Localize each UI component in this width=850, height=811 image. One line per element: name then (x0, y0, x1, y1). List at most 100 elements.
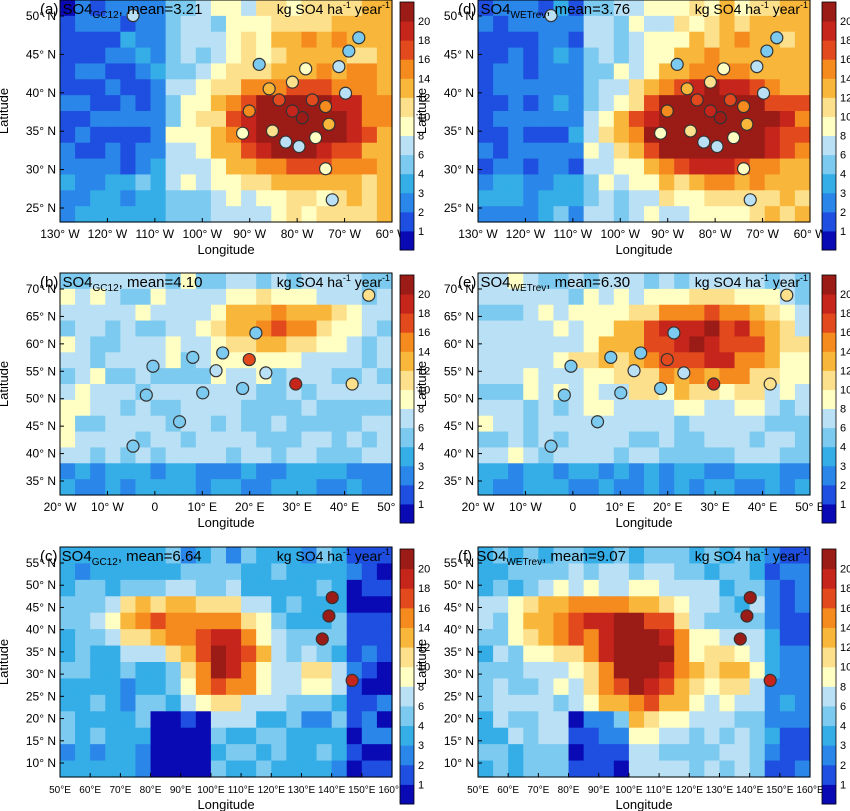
heatmap-cell (583, 31, 600, 49)
heatmap-cell (568, 158, 585, 176)
heatmap-cell (165, 629, 182, 647)
observation-site (332, 59, 346, 74)
y-tick-label: 20° N (26, 712, 56, 726)
heatmap-cell (180, 111, 197, 128)
heatmap-cell (376, 288, 393, 306)
heatmap-cell (764, 320, 781, 338)
heatmap-cell (75, 336, 91, 353)
heatmap-cell (135, 596, 152, 614)
heatmap-cell (704, 447, 721, 464)
heatmap-cell (210, 15, 227, 33)
heatmap-cell (704, 31, 721, 49)
heatmap-cell (75, 95, 91, 112)
heatmap-cell (493, 744, 509, 762)
heatmap-cell (165, 79, 182, 96)
colorbar-tick-label: 12 (418, 365, 430, 377)
colorbar-swatch (400, 154, 414, 175)
heatmap-cell (195, 744, 212, 762)
observation-site (309, 131, 323, 145)
heatmap-cell (508, 31, 524, 49)
heatmap-cell (135, 206, 152, 223)
observation-site (736, 99, 751, 114)
observation-site (743, 590, 757, 605)
heatmap-cell (553, 15, 570, 33)
heatmap-cell (301, 463, 318, 480)
observation-site (544, 8, 558, 23)
heatmap-cell (719, 336, 736, 353)
heatmap-cell (628, 190, 645, 207)
colorbar-swatch (822, 135, 836, 156)
heatmap-cell (90, 678, 106, 696)
heatmap-cell (346, 206, 363, 223)
heatmap-cell (286, 727, 303, 745)
heatmap-cell (316, 547, 333, 565)
heatmap-cell (779, 142, 796, 160)
heatmap-cell (210, 447, 227, 464)
heatmap-cell (105, 31, 121, 49)
heatmap-cell (271, 662, 287, 680)
colorbar-tick-label: 1 (418, 779, 424, 791)
heatmap-cell (90, 158, 106, 176)
colorbar-swatch (822, 389, 836, 410)
heatmap-cell (659, 463, 675, 480)
heatmap-cell (749, 206, 766, 223)
heatmap-cell (316, 206, 333, 223)
heatmap-cell (794, 384, 811, 401)
colorbar-swatch (400, 78, 414, 98)
heatmap-cell (90, 111, 106, 128)
heatmap-cell (719, 15, 736, 33)
heatmap-cell (361, 760, 378, 778)
heatmap-cell (598, 629, 615, 647)
colorbar-tick-label: 8 (418, 681, 424, 693)
observation-site (780, 288, 794, 302)
heatmap-cell (135, 142, 152, 160)
heatmap-cell (553, 629, 570, 647)
heatmap-cell (598, 447, 615, 464)
colorbar-tick-label: 1 (840, 499, 846, 511)
heatmap-cell (271, 79, 287, 96)
heatmap-cell (105, 547, 121, 565)
title-subscript: WETrev (511, 10, 547, 21)
y-tick-label: 50° N (26, 9, 56, 23)
heatmap-cell (794, 629, 811, 647)
heatmap-cell (105, 711, 121, 729)
heatmap-cell (180, 47, 197, 65)
heatmap-cell (553, 174, 570, 191)
heatmap-cell (301, 579, 318, 597)
heatmap-cell (210, 415, 227, 433)
heatmap-cell (150, 288, 167, 306)
heatmap-cell (165, 463, 182, 480)
heatmap-cell (180, 711, 197, 729)
colorbar-tick-label: 3 (840, 461, 846, 473)
heatmap-cell (628, 111, 645, 128)
heatmap-cell (523, 399, 539, 417)
heatmap-cell (598, 79, 615, 96)
heatmap-cell (628, 629, 645, 647)
heatmap-cell (331, 142, 348, 160)
heatmap-cell (135, 95, 152, 112)
heatmap-cell (689, 399, 705, 417)
heatmap-cell (376, 744, 393, 762)
heatmap-cell (493, 563, 509, 581)
x-tick-label: 130° W (458, 227, 498, 241)
heatmap-cell (376, 694, 393, 712)
heatmap-cell (598, 563, 615, 581)
heatmap-cell (316, 563, 333, 581)
heatmap-cell (538, 304, 555, 322)
heatmap-cell (674, 174, 690, 191)
heatmap-cell (361, 190, 378, 207)
heatmap-cell (659, 678, 675, 696)
heatmap-cell (286, 190, 303, 207)
heatmap-cell (704, 727, 721, 745)
heatmap-cell (719, 678, 736, 696)
heatmap-cell (135, 579, 152, 597)
colorbar-tick-label: 3 (840, 740, 846, 752)
heatmap-cell (90, 79, 106, 96)
heatmap-cell (316, 760, 333, 778)
heatmap-cell (689, 47, 705, 65)
colorbar-swatch (400, 116, 414, 137)
heatmap-cell (719, 579, 736, 597)
heatmap-cell (538, 174, 555, 191)
heatmap-cell (60, 645, 76, 663)
colorbar-swatch (822, 568, 836, 589)
